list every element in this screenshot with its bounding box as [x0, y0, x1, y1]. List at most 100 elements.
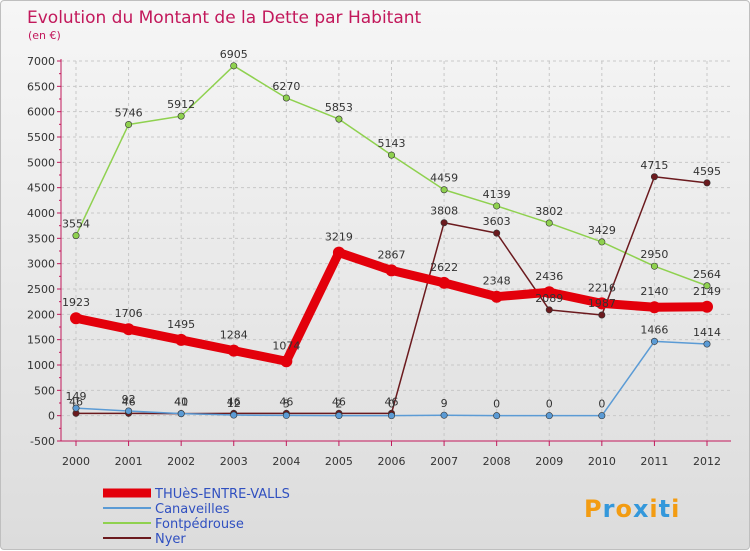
- data-label-fontp-drouse: 2564: [693, 268, 721, 281]
- data-label-nyer: 2089: [535, 292, 563, 305]
- data-label-thu-s-entre-valls: 2436: [535, 270, 563, 283]
- series-point-thu-s-entre-valls: [595, 297, 608, 310]
- chart-subtitle: (en €): [28, 29, 61, 42]
- data-label-nyer: 3808: [430, 205, 458, 218]
- y-tick-label: 5500: [27, 131, 55, 144]
- chart-title: Evolution du Montant de la Dette par Hab…: [27, 8, 422, 28]
- series-point-fontp-drouse: [493, 202, 501, 210]
- series-point-nyer: [703, 179, 711, 187]
- y-tick-label: 500: [34, 384, 55, 397]
- y-tick-label: 3500: [27, 232, 55, 245]
- data-label-nyer: 3603: [483, 215, 511, 228]
- logo-letter: o: [615, 495, 633, 523]
- y-tick-label: 6500: [27, 80, 55, 93]
- y-tick-label: 3000: [27, 258, 55, 271]
- proxiti-logo: Proxiti: [584, 495, 680, 523]
- legend: THUèS-ENTRE-VALLSCanaveillesFontpédrouse…: [103, 487, 290, 547]
- data-label-canaveilles: 40: [174, 396, 188, 409]
- x-tick-label: 2011: [640, 455, 668, 468]
- data-label-canaveilles: 2: [335, 398, 342, 411]
- data-label-nyer: 46: [279, 395, 293, 408]
- x-tick-label: 2001: [115, 455, 143, 468]
- series-point-thu-s-entre-valls: [438, 276, 451, 289]
- series-point-canaveilles: [230, 411, 238, 419]
- data-label-fontp-drouse: 3802: [535, 205, 563, 218]
- x-tick-label: 2007: [430, 455, 458, 468]
- data-label-fontp-drouse: 5853: [325, 101, 353, 114]
- series-point-fontp-drouse: [125, 121, 133, 129]
- data-label-fontp-drouse: 5143: [378, 137, 406, 150]
- series-point-thu-s-entre-valls: [490, 290, 503, 303]
- logo-letter: i: [671, 495, 680, 523]
- series-point-fontp-drouse: [177, 112, 185, 120]
- series-point-fontp-drouse: [440, 186, 448, 194]
- x-tick-label: 2010: [588, 455, 616, 468]
- data-label-canaveilles: 0: [493, 398, 500, 411]
- data-label-thu-s-entre-valls: 3219: [325, 231, 353, 244]
- series-point-fontp-drouse: [335, 115, 343, 123]
- y-tick-label: 5000: [27, 156, 55, 169]
- logo-letter: t: [659, 495, 671, 523]
- x-tick-label: 2009: [535, 455, 563, 468]
- x-tick-label: 2012: [693, 455, 721, 468]
- data-label-thu-s-entre-valls: 1923: [62, 296, 90, 309]
- data-label-canaveilles: 92: [122, 393, 136, 406]
- series-point-thu-s-entre-valls: [227, 344, 240, 357]
- series-point-thu-s-entre-valls: [122, 323, 135, 336]
- series-group: [70, 62, 713, 420]
- series-point-thu-s-entre-valls: [701, 300, 713, 313]
- data-label-fontp-drouse: 5912: [167, 98, 195, 111]
- series-point-canaveilles: [545, 412, 553, 420]
- x-tick-label: 2000: [62, 455, 90, 468]
- series-point-nyer: [598, 311, 606, 319]
- y-tick-label: -500: [30, 435, 55, 448]
- data-label-canaveilles: 0: [546, 398, 553, 411]
- data-label-canaveilles: 5: [283, 397, 290, 410]
- series-point-canaveilles: [282, 411, 290, 419]
- y-tick-label: 2500: [27, 283, 55, 296]
- series-point-fontp-drouse: [387, 151, 395, 159]
- logo-text: Proxiti: [584, 495, 680, 523]
- series-point-nyer: [440, 219, 448, 227]
- y-tick-label: 1000: [27, 359, 55, 372]
- logo-letter: i: [649, 495, 658, 523]
- series-point-nyer: [650, 173, 658, 181]
- y-tick-label: 0: [48, 410, 55, 423]
- data-label-thu-s-entre-valls: 1074: [272, 339, 300, 352]
- y-tick-label: 4500: [27, 182, 55, 195]
- series-point-thu-s-entre-valls: [332, 246, 345, 259]
- data-label-canaveilles: 1466: [640, 323, 668, 336]
- data-label-fontp-drouse: 6270: [272, 80, 300, 93]
- series-point-thu-s-entre-valls: [70, 312, 82, 325]
- data-label-nyer: 46: [227, 395, 241, 408]
- data-labels: 3554574659126905627058535143445941393802…: [62, 48, 721, 411]
- data-label-thu-s-entre-valls: 2140: [640, 285, 668, 298]
- data-label-canaveilles: 0: [598, 398, 605, 411]
- data-label-nyer: 1987: [588, 297, 616, 310]
- data-label-fontp-drouse: 3554: [62, 218, 90, 231]
- series-point-canaveilles: [440, 411, 448, 419]
- data-label-fontp-drouse: 4139: [483, 188, 511, 201]
- data-label-fontp-drouse: 2950: [640, 248, 668, 261]
- data-label-thu-s-entre-valls: 2216: [588, 281, 616, 294]
- series-point-fontp-drouse: [72, 232, 80, 240]
- data-label-thu-s-entre-valls: 1706: [115, 307, 143, 320]
- legend-label: Canaveilles: [155, 502, 230, 517]
- series-point-thu-s-entre-valls: [280, 355, 293, 368]
- data-label-thu-s-entre-valls: 2149: [693, 285, 721, 298]
- series-point-nyer: [493, 229, 501, 237]
- series-point-thu-s-entre-valls: [648, 301, 661, 314]
- series-point-fontp-drouse: [545, 219, 553, 227]
- logo-letter: r: [603, 495, 616, 523]
- data-label-nyer: 46: [332, 395, 346, 408]
- series-point-fontp-drouse: [230, 62, 238, 70]
- data-label-canaveilles: 9: [441, 397, 448, 410]
- y-tick-label: 6000: [27, 106, 55, 119]
- data-label-nyer: 46: [69, 395, 83, 408]
- data-label-nyer: 46: [122, 395, 136, 408]
- data-label-canaveilles: 1414: [693, 326, 721, 339]
- data-label-canaveilles: 149: [66, 390, 87, 403]
- series-point-fontp-drouse: [282, 94, 290, 102]
